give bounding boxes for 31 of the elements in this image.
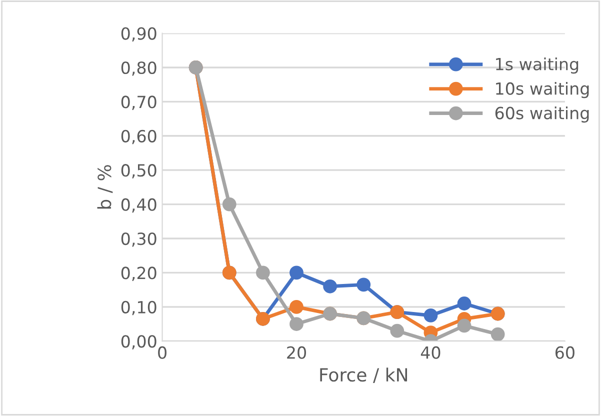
point — [290, 317, 304, 331]
point — [390, 324, 404, 338]
y-tick-label: 0,80 — [121, 61, 156, 76]
x-tick-label: 0 — [158, 346, 166, 359]
x-axis-title: Force / kN — [320, 368, 408, 384]
point — [290, 266, 304, 280]
legend-label: 60s waiting — [495, 106, 589, 123]
y-tick-label: 0,50 — [121, 164, 156, 178]
legend-label: 10s waiting — [496, 82, 589, 98]
point — [490, 327, 505, 342]
point — [424, 308, 438, 322]
point — [457, 296, 472, 310]
point — [323, 279, 337, 294]
y-axis-title: b / % — [97, 165, 113, 209]
point — [290, 300, 304, 314]
y-tick-label: 0,60 — [121, 130, 156, 144]
y-tick-label: 0,70 — [121, 96, 156, 110]
y-tick-label: 0,30 — [121, 232, 156, 247]
y-tick-label: 0,10 — [121, 300, 156, 316]
y-tick-label: 0,90 — [121, 27, 156, 42]
y-tick-label: 0,20 — [121, 266, 156, 281]
x-tick-label: 40 — [420, 346, 440, 359]
point — [256, 266, 270, 280]
point — [356, 278, 371, 292]
point — [222, 197, 236, 212]
legend-label: 1s waiting — [496, 58, 578, 74]
point — [457, 318, 472, 333]
y-tick-label: 0,40 — [121, 198, 156, 213]
x-tick-label: 20 — [287, 346, 306, 359]
x-tick-label: 60 — [556, 346, 574, 359]
y-tick-label: 0,00 — [121, 335, 156, 350]
